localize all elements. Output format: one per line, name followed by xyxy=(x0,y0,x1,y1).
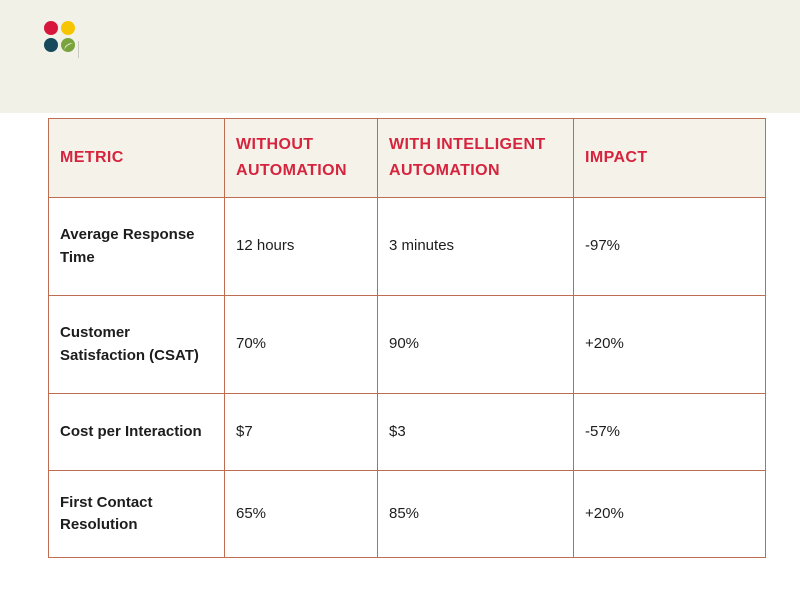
logo-yellow-dot-icon xyxy=(61,21,75,35)
row-without-value: 70% xyxy=(225,296,378,394)
row-with-value: 90% xyxy=(378,296,574,394)
column-header-impact: IMPACT xyxy=(574,119,766,198)
brand-logo xyxy=(44,21,84,53)
row-metric-label: Average Response Time xyxy=(49,198,225,296)
row-impact-value: -97% xyxy=(574,198,766,296)
row-with-value: 85% xyxy=(378,471,574,558)
row-metric-label: Cost per Interaction xyxy=(49,394,225,471)
column-header-metric: METRIC xyxy=(49,119,225,198)
row-impact-value: +20% xyxy=(574,296,766,394)
logo-divider-line xyxy=(78,41,79,58)
column-header-without-automation: WITHOUT AUTOMATION xyxy=(225,119,378,198)
row-with-value: 3 minutes xyxy=(378,198,574,296)
page-header-band xyxy=(0,0,800,113)
logo-red-dot-icon xyxy=(44,21,58,35)
column-header-with-intelligent-automation: WITH INTELLIGENT AUTOMATION xyxy=(378,119,574,198)
row-metric-label: First Contact Resolution xyxy=(49,471,225,558)
leaf-vein xyxy=(63,41,75,52)
row-without-value: $7 xyxy=(225,394,378,471)
logo-teal-dot-icon xyxy=(44,38,58,52)
row-impact-value: -57% xyxy=(574,394,766,471)
row-metric-label: Customer Satisfaction (CSAT) xyxy=(49,296,225,394)
row-without-value: 65% xyxy=(225,471,378,558)
row-without-value: 12 hours xyxy=(225,198,378,296)
automation-comparison-table: METRIC WITHOUT AUTOMATION WITH INTELLIGE… xyxy=(48,118,766,558)
logo-green-leaf-icon xyxy=(61,38,75,52)
row-impact-value: +20% xyxy=(574,471,766,558)
row-with-value: $3 xyxy=(378,394,574,471)
